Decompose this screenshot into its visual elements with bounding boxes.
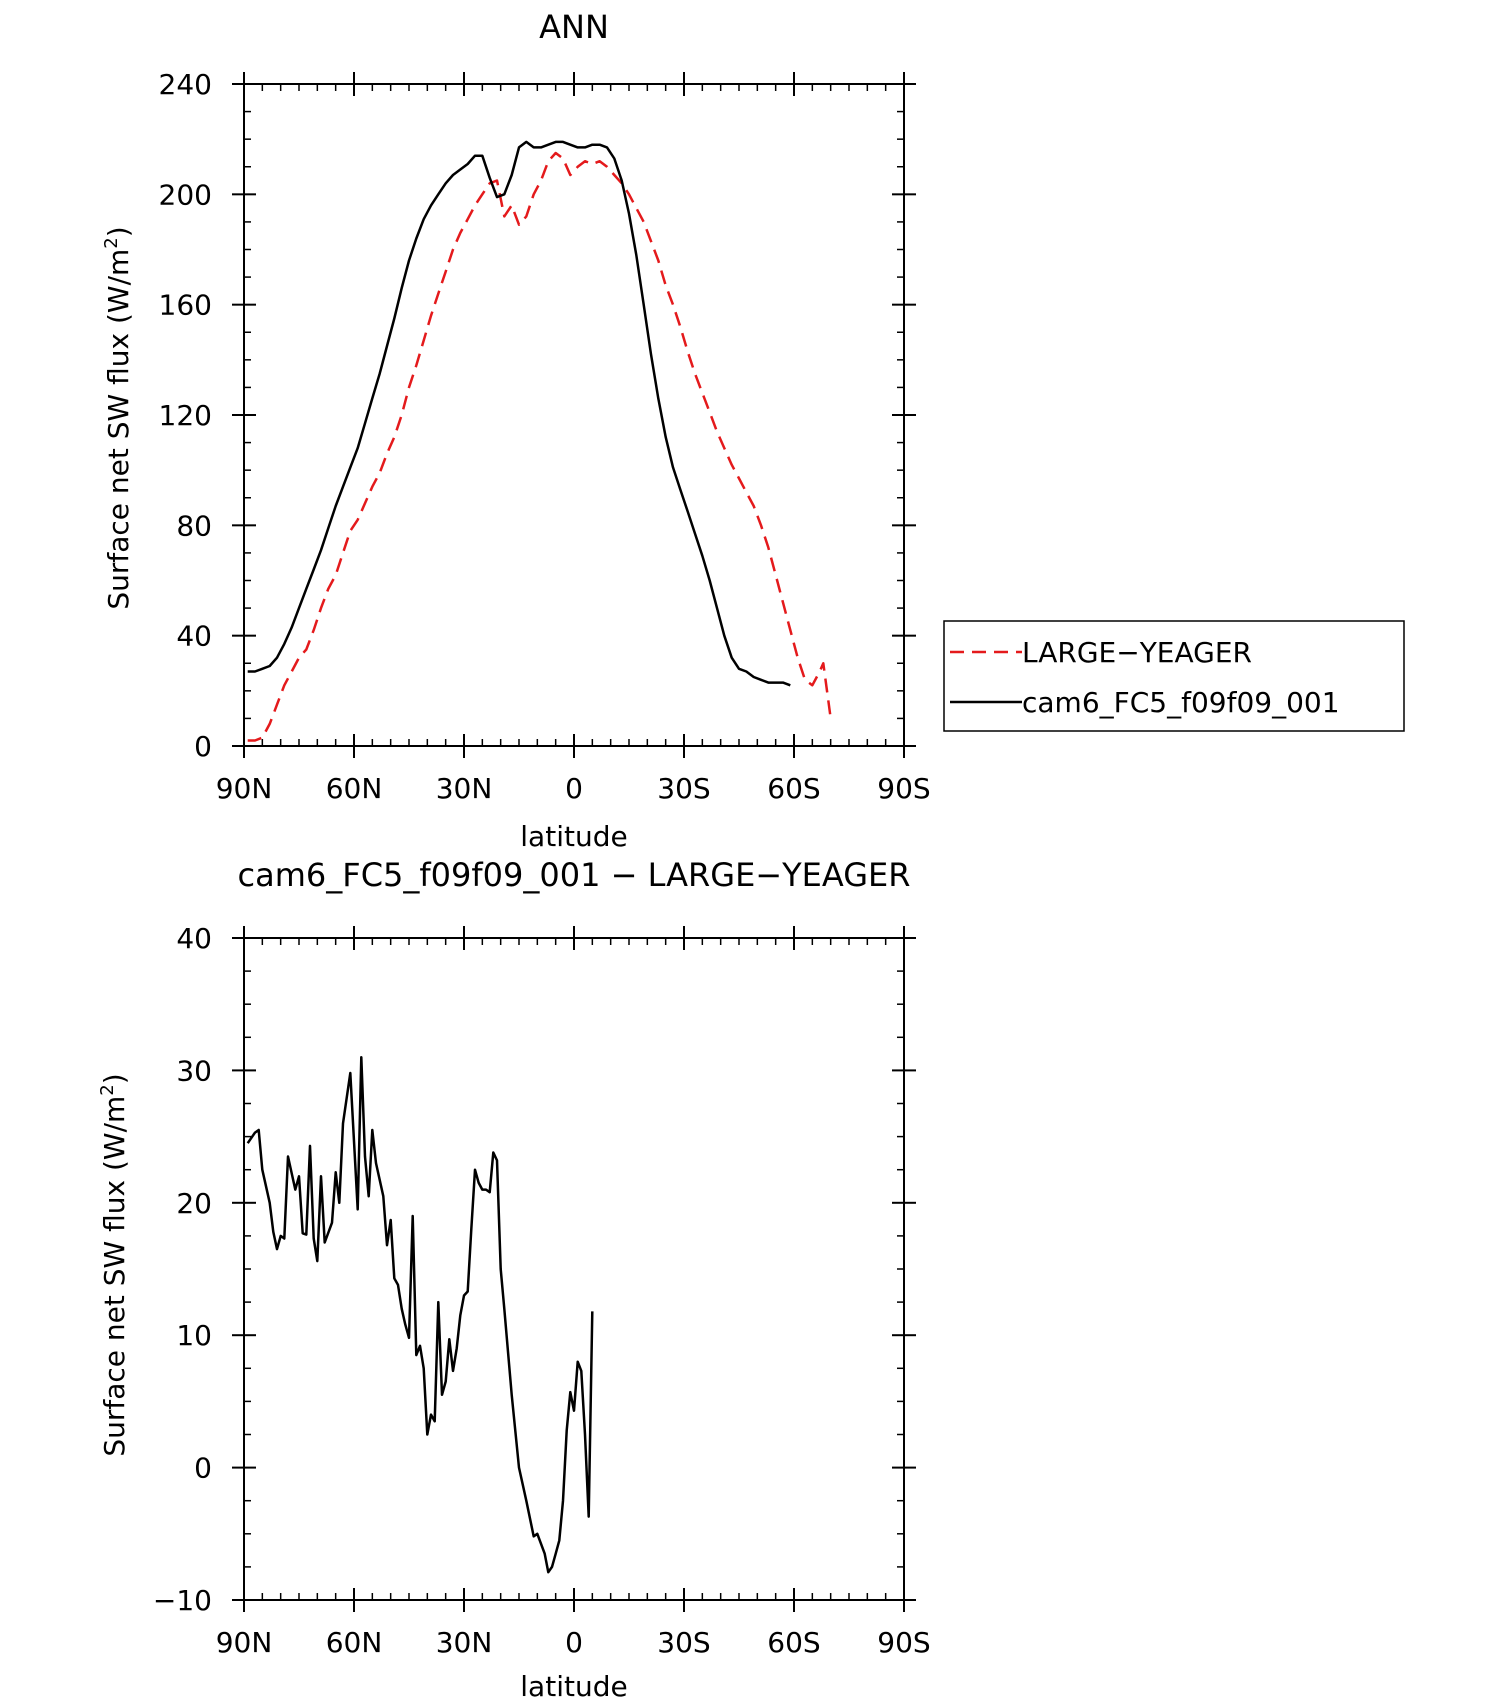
bottom-series-line-0 [246,1055,594,1574]
bottom-x-tick-label: 90S [877,1626,930,1659]
bottom-x-tick-label: 90N [216,1626,273,1659]
top-y-tick-label: 240 [159,68,212,101]
bottom-x-tick-label: 30S [657,1626,710,1659]
top-chart-title: ANN [539,8,609,46]
top-y-tick-label: 160 [159,289,212,322]
bottom-chart-panel: cam6_FC5_f09f09_001 − LARGE−YEAGER 90N 60… [97,856,931,1702]
bottom-chart-ylabel: Surface net SW flux (W/m2) [97,1073,131,1456]
top-y-tick-label: 40 [176,620,212,653]
top-chart-axes: 90N 60N 30N 0 30S 60S 90S 0 40 80 120 160 200 240 [159,68,931,805]
bottom-y-tick-label: 30 [176,1054,212,1087]
legend-label-large-yeager: LARGE−YEAGER [1022,636,1252,669]
top-chart-ylabel-tail: ) [102,226,135,237]
top-series-line-1 [247,140,791,687]
bottom-x-tick-label: 60N [326,1626,383,1659]
bottom-y-tick-label: 10 [176,1319,212,1352]
top-chart-xlabel: latitude [520,820,627,853]
bottom-chart-axes: 90N 60N 30N 0 30S 60S 90S −10 0 10 20 30 40 [153,922,931,1659]
bottom-y-tick-label: 0 [194,1452,212,1485]
bottom-plot-frame [243,937,905,1601]
top-x-tick-label: 60N [326,772,383,805]
bottom-chart-xlabel: latitude [520,1670,627,1702]
bottom-x-tick-label: 60S [767,1626,820,1659]
top-x-tick-label: 30N [436,772,493,805]
top-chart-panel: ANN 90N 60N 30N 0 30S 60S 90S 0 40 80 120 160 200 240… [101,8,931,853]
top-y-tick-label: 0 [194,730,212,763]
top-chart-ylabel-main: Surface net SW flux (W/m [102,249,135,610]
top-plot-frame [243,83,905,747]
top-y-tick-label: 120 [159,399,212,432]
top-y-tick-label: 80 [176,509,212,542]
top-y-tick-label: 200 [159,178,212,211]
bottom-y-tick-label: 40 [176,922,212,955]
top-chart-series [247,140,832,742]
bottom-x-tick-label: 0 [565,1626,583,1659]
top-series-line-0 [247,151,832,742]
legend-label-cam6: cam6_FC5_f09f09_001 [1022,686,1340,719]
top-x-tick-label: 60S [767,772,820,805]
top-chart-ylabel: Surface net SW flux (W/m2) [101,226,135,609]
top-x-tick-label: 30S [657,772,710,805]
bottom-chart-title: cam6_FC5_f09f09_001 − LARGE−YEAGER [238,856,911,894]
legend-box [943,620,1405,732]
bottom-x-tick-label: 30N [436,1626,493,1659]
bottom-y-tick-label: 20 [176,1187,212,1220]
top-x-tick-label: 0 [565,772,583,805]
legend: LARGE−YEAGER cam6_FC5_f09f09_001 [943,620,1405,732]
bottom-chart-ylabel-sup: 2 [97,1084,118,1095]
bottom-chart-ylabel-main: Surface net SW flux (W/m [98,1096,131,1457]
bottom-chart-series [246,1055,594,1574]
top-x-tick-label: 90N [216,772,273,805]
top-chart-ylabel-sup: 2 [101,237,122,248]
bottom-y-tick-label: −10 [153,1584,212,1617]
top-x-tick-label: 90S [877,772,930,805]
bottom-chart-ylabel-tail: ) [98,1073,131,1084]
